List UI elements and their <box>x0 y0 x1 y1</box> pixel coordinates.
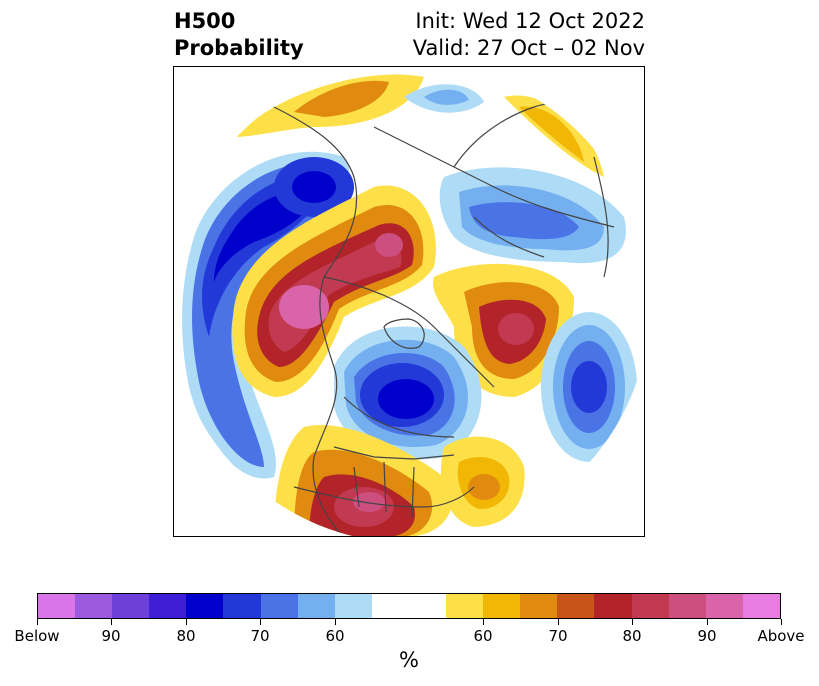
colorbar-segment <box>742 594 780 618</box>
colorbar-tick <box>260 619 261 625</box>
valid-range: Valid: 27 Oct – 02 Nov <box>412 36 645 60</box>
colorbar-tick <box>186 619 187 625</box>
colorbar-tick-label: 60 <box>473 627 493 645</box>
colorbar-tick-label: 90 <box>697 627 717 645</box>
colorbar-segment <box>149 594 187 618</box>
colorbar-segment <box>371 594 409 618</box>
positive-anomaly-alaska <box>232 185 436 397</box>
colorbar-tick <box>37 619 38 625</box>
colorbar-tick-label: 80 <box>176 627 196 645</box>
validity-info: Init: Wed 12 Oct 2022 Valid: 27 Oct – 02… <box>413 8 645 62</box>
colorbar-tick <box>707 619 708 625</box>
colorbar-tick-label: Above <box>757 627 805 645</box>
positive-anomaly-us-south <box>274 425 525 536</box>
colorbar-tick-label: 70 <box>548 627 568 645</box>
colorbar-tick <box>632 619 633 625</box>
negative-anomaly-atlantic <box>541 312 637 462</box>
colorbar-tick-label: Below <box>14 627 60 645</box>
colorbar <box>37 593 781 619</box>
colorbar-tick-label: 80 <box>622 627 642 645</box>
colorbar-unit: % <box>399 648 419 672</box>
colorbar-segment <box>483 594 521 618</box>
colorbar-segment <box>75 594 113 618</box>
colorbar-tick <box>335 619 336 625</box>
colorbar-tick-label: 70 <box>250 627 270 645</box>
probability-map <box>173 66 645 537</box>
colorbar-segment <box>408 594 447 618</box>
colorbar-segment <box>223 594 261 618</box>
colorbar-segment <box>112 594 150 618</box>
colorbar-segment <box>186 594 224 618</box>
colorbar-tick <box>781 619 782 625</box>
colorbar-segment <box>520 594 558 618</box>
chart-title: H500 Probability <box>174 8 304 62</box>
init-date: Init: Wed 12 Oct 2022 <box>415 9 645 33</box>
colorbar-segment <box>705 594 743 618</box>
colorbar-tick-label: 90 <box>101 627 121 645</box>
colorbar-segment <box>38 594 76 618</box>
colorbar-tick <box>483 619 484 625</box>
colorbar-segment <box>334 594 372 618</box>
colorbar-segment <box>594 594 632 618</box>
map-svg <box>174 67 644 536</box>
title-line-1: H500 <box>174 9 236 33</box>
colorbar-segment <box>297 594 335 618</box>
colorbar-segment <box>446 594 484 618</box>
colorbar-segment <box>557 594 595 618</box>
negative-anomaly-west <box>182 151 354 479</box>
positive-anomaly-arctic <box>234 74 604 177</box>
colorbar-segment <box>668 594 706 618</box>
colorbar-tick-label: 60 <box>325 627 345 645</box>
title-line-2: Probability <box>174 36 304 60</box>
colorbar-segment <box>631 594 669 618</box>
colorbar-tick <box>111 619 112 625</box>
colorbar-segment <box>260 594 298 618</box>
colorbar-tick <box>558 619 559 625</box>
